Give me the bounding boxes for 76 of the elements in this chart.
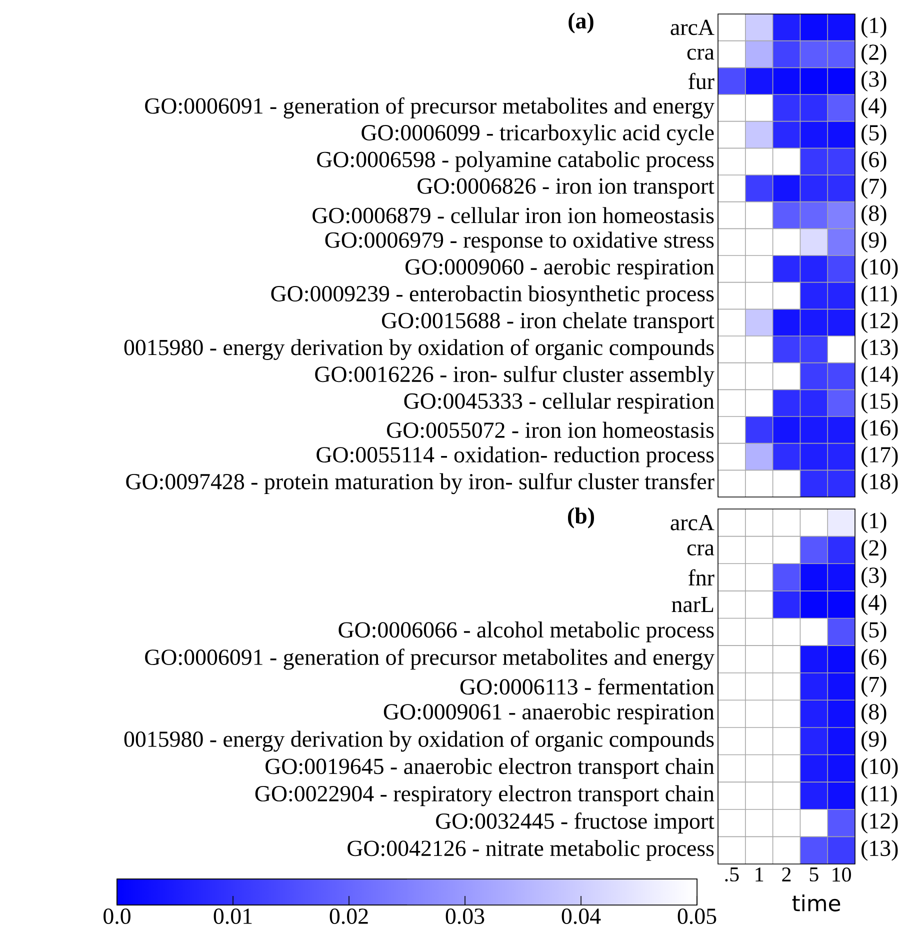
y2-tick-label: (17): [862, 446, 898, 468]
y2-tick-label: (11): [862, 285, 897, 306]
y-tick-label: GO:0019645 - anaerobic electron transport chain: [266, 758, 714, 779]
y-tick-label: GO:0006091 - generation of precursor metabolites and energy: [145, 648, 714, 670]
y2-tick-label: (4): [862, 98, 886, 118]
x-tick-label: .5: [725, 868, 739, 882]
y2-tick-label: (1): [862, 17, 886, 38]
y-tick-label: fnr: [688, 569, 714, 586]
y2-tick-label: (7): [862, 178, 886, 199]
y2-tick-label: (7): [862, 676, 886, 697]
y2-tick-label: (8): [862, 703, 886, 724]
y2-tick-label: (16): [862, 420, 898, 440]
y-tick-label: fur: [688, 72, 714, 90]
y2-tick-label: (9): [862, 730, 886, 752]
y-tick-label: GO:0006113 - fermentation: [460, 678, 714, 695]
color-bar-label: 0.03: [446, 908, 484, 924]
x-tick-label: 10: [832, 868, 851, 882]
y2-tick-label: (13): [862, 339, 898, 360]
x-tick-label: 1: [756, 868, 764, 882]
x-tick-label: 2: [782, 868, 791, 882]
color-bar-label: 0.0: [104, 908, 130, 924]
y-tick-label: GO:0055114 - oxidation- reduction process: [316, 446, 714, 468]
y2-tick-label: (14): [862, 366, 898, 387]
y-tick-label: GO:0009239 - enterobactin biosynthetic process: [271, 285, 714, 306]
y-tick-label: GO:0006879 - cellular iron ion homeostasis: [312, 207, 714, 224]
y-tick-label: GO:0015688 - iron chelate transport: [382, 312, 714, 333]
y-tick-label: GO:0006826 - iron ion transport: [418, 178, 714, 198]
y2-tick-label: (5): [862, 124, 886, 146]
y2-tick-label: (11): [862, 785, 897, 806]
y-tick-label: GO:0016226 - iron- sulfur cluster assembly: [315, 366, 714, 387]
y2-tick-label: (13): [862, 840, 898, 861]
y-tick-label: arcA: [670, 514, 714, 530]
y-tick-label: GO:0032445 - fructose import: [436, 812, 714, 834]
y-tick-label: GO:0097428 - protein maturation by iron- sulfur cluster transfer: [126, 473, 714, 494]
y2-tick-label: (10): [862, 758, 898, 779]
y2-tick-label: (9): [862, 232, 886, 252]
y2-tick-label: (6): [862, 648, 886, 670]
y2-tick-label: (10): [862, 258, 898, 280]
y-tick-label: GO:0006099 - tricarboxylic acid cycle: [362, 124, 714, 146]
y2-tick-label: (6): [862, 151, 886, 172]
y-tick-label: GO:0006091 - generation of precursor metabolites and energy: [145, 97, 714, 118]
color-bar-label: 0.04: [562, 908, 601, 924]
chart-title: (a): [568, 12, 594, 34]
y2-tick-label: (12): [862, 812, 898, 834]
y-tick-label: GO:0006598 - polyamine catabolic process: [317, 151, 714, 172]
y2-tick-label: (15): [862, 392, 898, 414]
y-tick-label: cra: [687, 544, 714, 556]
y-tick-label: 0015980 - energy derivation by oxidation of organic compounds: [124, 338, 714, 360]
y-tick-label: GO:0009061 - anaerobic respiration: [384, 703, 714, 724]
y-tick-label: cra: [687, 48, 714, 60]
x-axis-title: time: [792, 894, 840, 912]
y-tick-label: GO:0045333 - cellular respiration: [404, 392, 714, 414]
y2-tick-label: (4): [862, 594, 886, 615]
y2-tick-label: (18): [862, 473, 898, 494]
x-tick-label: 5: [810, 868, 818, 882]
chart-title: (b): [568, 508, 594, 528]
y2-tick-label: (5): [862, 621, 886, 642]
y2-tick-label: (3): [862, 566, 886, 588]
y2-tick-label: (3): [862, 70, 886, 92]
y-tick-label: GO:0042126 - nitrate metabolic process: [348, 840, 714, 861]
y2-tick-label: (1): [862, 512, 886, 534]
y-tick-label: GO:0022904 - respiratory electron transport chain: [255, 785, 714, 806]
y-tick-label: GO:0006979 - response to oxidative stress: [325, 232, 714, 252]
y-tick-label: narL: [672, 596, 714, 612]
y-tick-label: arcA: [670, 20, 714, 36]
y2-tick-label: (8): [862, 204, 886, 226]
y2-tick-label: (2): [862, 44, 886, 65]
y-tick-label: GO:0055072 - iron ion homeostasis: [387, 422, 714, 438]
y-tick-label: GO:0009060 - aerobic respiration: [406, 258, 714, 280]
y-tick-label: 0015980 - energy derivation by oxidation of organic compounds: [124, 730, 714, 752]
color-bar-label: 0.02: [330, 908, 368, 924]
y-tick-label: GO:0006066 - alcohol metabolic process: [338, 621, 714, 642]
y2-tick-label: (12): [862, 312, 898, 333]
color-bar-label: 0.01: [214, 908, 252, 924]
color-bar-label: 0.05: [678, 908, 716, 924]
y2-tick-label: (2): [862, 540, 886, 560]
